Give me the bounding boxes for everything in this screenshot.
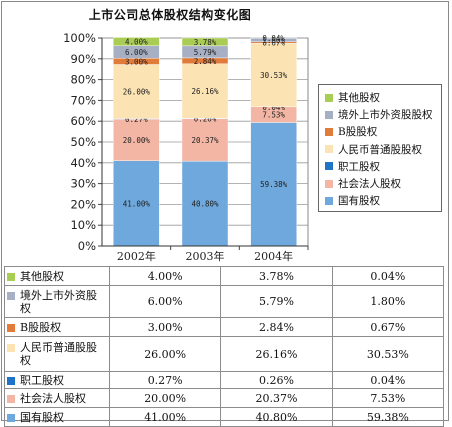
table-cell: 3.78% — [221, 267, 332, 286]
y-tick-label: 0% — [78, 239, 96, 253]
x-tick-label: 2002年 — [117, 249, 156, 263]
legend-label: 国有股权 — [338, 193, 380, 208]
table-swatch — [7, 395, 15, 403]
legend-swatch — [325, 128, 333, 136]
y-tick-label: 10% — [70, 218, 96, 232]
legend-item: B股股权 — [325, 123, 441, 140]
data-label: 30.53% — [260, 71, 288, 80]
table-cell: 0.27% — [110, 372, 221, 389]
data-label: 20.37% — [191, 136, 219, 145]
data-label: 41.00% — [123, 199, 151, 208]
legend-label: 职工股权 — [338, 159, 380, 174]
table-row: 其他股权 4.00%3.78%0.04% — [5, 267, 444, 286]
table-row-label: 其他股权 — [5, 267, 110, 286]
table-cell: 26.00% — [110, 337, 221, 372]
legend-label: 其他股权 — [338, 90, 380, 105]
table-row-label: B股股权 — [5, 318, 110, 337]
table-swatch — [7, 414, 15, 422]
table-row-name: 其他股权 — [20, 270, 64, 283]
legend-item: 其他股权 — [325, 89, 441, 106]
legend-item: 职工股权 — [325, 158, 441, 175]
table-swatch — [7, 377, 15, 385]
table-row: 职工股权 0.27%0.26%0.04% — [5, 372, 444, 389]
y-tick-label: 40% — [70, 156, 96, 170]
data-label: 5.79% — [194, 48, 217, 57]
table-swatch — [7, 344, 15, 352]
y-tick-label: 100% — [63, 31, 96, 45]
y-tick-label: 80% — [70, 73, 96, 87]
data-label: 7.53% — [262, 111, 285, 120]
legend-swatch — [325, 162, 333, 170]
y-tick-label: 90% — [70, 52, 96, 66]
y-tick-label: 70% — [70, 93, 96, 107]
data-label: 20.00% — [123, 136, 151, 145]
table-cell: 0.67% — [332, 318, 443, 337]
y-tick-label: 20% — [70, 197, 96, 211]
legend-label: 社会法人股权 — [338, 176, 401, 191]
table-cell: 4.00% — [110, 267, 221, 286]
data-label: 4.00% — [125, 38, 148, 47]
table-cell: 3.00% — [110, 318, 221, 337]
legend-swatch — [325, 111, 333, 119]
table-row-name: B股股权 — [20, 321, 61, 334]
data-label: 2.84% — [194, 57, 217, 66]
data-label: 59.38% — [260, 180, 288, 189]
table-cell: 0.26% — [221, 372, 332, 389]
legend-label: 境外上市外资股股权 — [338, 107, 433, 122]
table-row-name: 职工股权 — [20, 374, 64, 387]
legend-item: 人民币普通股股权 — [325, 141, 441, 158]
data-label: 3.00% — [125, 57, 148, 66]
data-label: 26.16% — [191, 87, 219, 96]
table-cell: 1.80% — [332, 286, 443, 318]
table-cell: 6.00% — [110, 286, 221, 318]
table-row-label: 境外上市外资股权 — [5, 286, 110, 318]
legend-swatch — [325, 94, 333, 102]
chart-legend: 其他股权境外上市外资股股权 B股股权人民币普通股股权职工股权社会法人股权国有股权 — [318, 84, 442, 212]
table-cell: 20.37% — [221, 389, 332, 408]
y-tick-label: 50% — [70, 135, 96, 149]
legend-item: 境外上市外资股股权 — [325, 106, 441, 123]
table-cell: 30.53% — [332, 337, 443, 372]
legend-label: B股股权 — [338, 124, 377, 139]
data-label: 26.00% — [123, 88, 151, 97]
table-row-name: 国有股权 — [20, 411, 64, 424]
table-cell: 20.00% — [110, 389, 221, 408]
legend-item: 社会法人股权 — [325, 175, 441, 192]
legend-swatch — [325, 197, 333, 205]
table-row-label: 职工股权 — [5, 372, 110, 389]
table-cell: 0.04% — [332, 372, 443, 389]
table-swatch — [7, 292, 15, 300]
y-tick-label: 60% — [70, 114, 96, 128]
table-row-name: 社会法人股权 — [20, 392, 86, 405]
table-row-name: 境外上市外资股权 — [20, 289, 107, 315]
data-label: 0.04% — [262, 34, 285, 43]
table-swatch — [7, 273, 15, 281]
table-cell: 2.84% — [221, 318, 332, 337]
x-tick-label: 2003年 — [186, 249, 225, 263]
x-tick-label: 2004年 — [254, 249, 293, 263]
legend-item: 国有股权 — [325, 192, 441, 209]
table-row: B股股权 3.00%2.84%0.67% — [5, 318, 444, 337]
table-cell: 7.53% — [332, 389, 443, 408]
data-label: 40.80% — [191, 200, 219, 209]
legend-label: 人民币普通股股权 — [338, 142, 422, 157]
table-cell: 5.79% — [221, 286, 332, 318]
table-cell: 0.04% — [332, 267, 443, 286]
table-row: 社会法人股权 20.00%20.37%7.53% — [5, 389, 444, 408]
table-cell: 26.16% — [221, 337, 332, 372]
table-row-name: 人民币普通股股权 — [20, 341, 107, 367]
table-row-label: 社会法人股权 — [5, 389, 110, 408]
table-row-label: 人民币普通股股权 — [5, 337, 110, 372]
data-label: 6.00% — [125, 48, 148, 57]
table-swatch — [7, 324, 15, 332]
legend-swatch — [325, 180, 333, 188]
data-label: 3.78% — [194, 38, 217, 47]
legend-swatch — [325, 145, 333, 153]
y-tick-label: 30% — [70, 177, 96, 191]
